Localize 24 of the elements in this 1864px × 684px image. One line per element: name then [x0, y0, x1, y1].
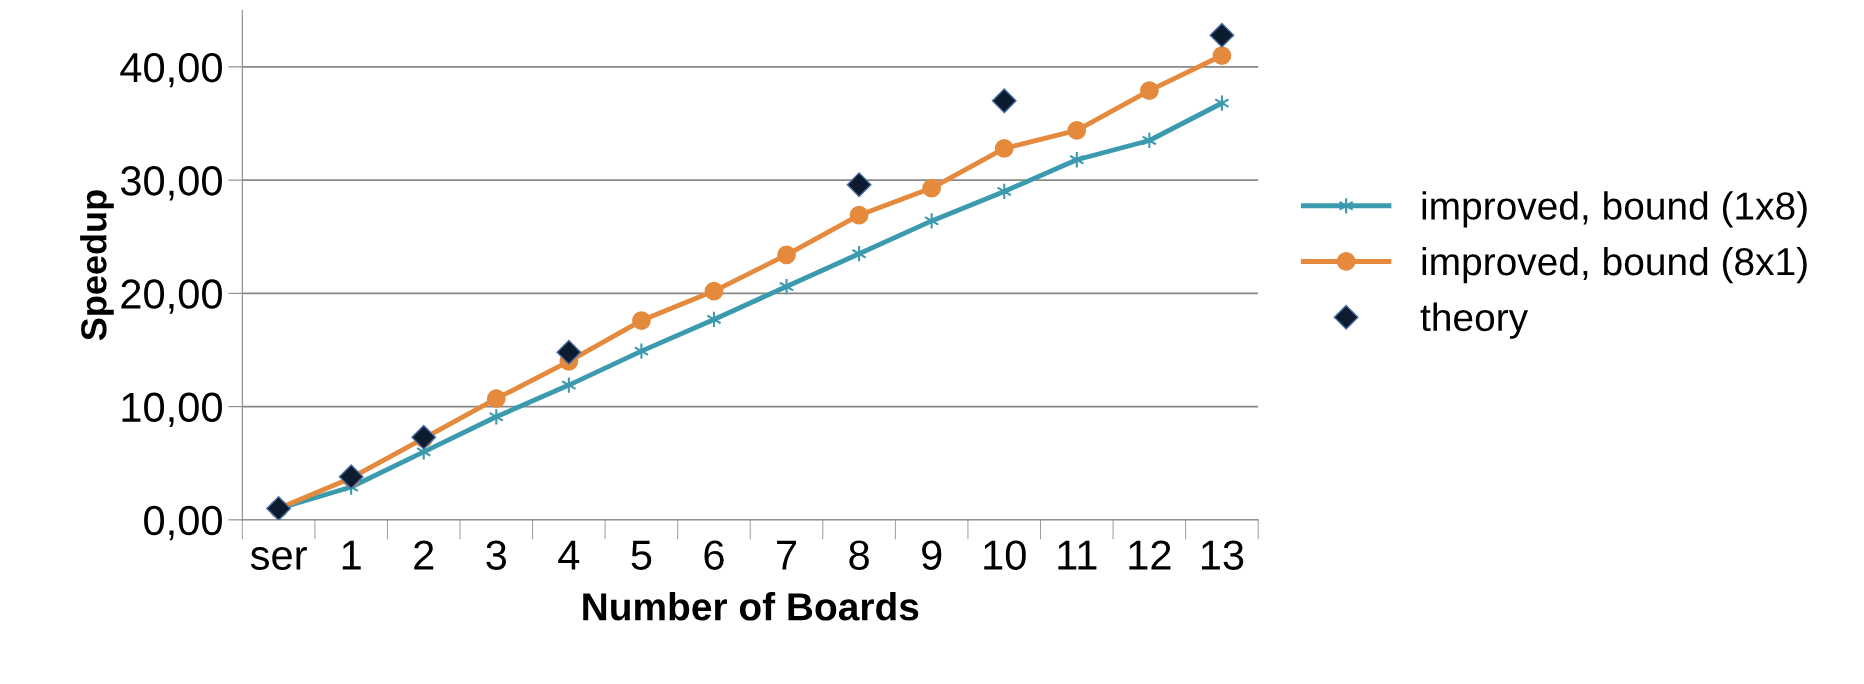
- x-tick-label: 8: [849, 540, 869, 570]
- x-tick-label: 3: [486, 540, 507, 570]
- y-tick-label: 0,00: [144, 505, 222, 541]
- x-tick-label: 9: [922, 540, 942, 570]
- x-tick-label: 12: [1129, 540, 1171, 570]
- x-axis-title: Number of Boards: [583, 592, 919, 621]
- x-tick-label: 11: [1058, 540, 1097, 570]
- y-tick-label: 30,00: [120, 166, 222, 201]
- y-axis-title: Speedup: [80, 190, 114, 341]
- x-tick-label: ser: [250, 547, 307, 570]
- y-tick-label: 40,00: [120, 52, 222, 88]
- legend-label: improved, bound (8x1): [1422, 246, 1807, 284]
- legend-label: theory: [1420, 302, 1529, 339]
- x-tick-label: 5: [631, 540, 652, 570]
- x-tick-label: 7: [777, 540, 797, 570]
- x-tick-label: 6: [704, 540, 724, 570]
- x-tick-label: 10: [984, 540, 1026, 570]
- legend-label: improved, bound (1x8): [1422, 191, 1807, 228]
- x-tick-label: 1: [342, 540, 361, 570]
- x-tick-label: 4: [558, 540, 580, 570]
- y-tick-label: 10,00: [122, 392, 222, 428]
- x-tick-label: 13: [1201, 540, 1244, 570]
- y-tick-label: 20,00: [121, 279, 222, 314]
- x-tick-label: 2: [414, 540, 434, 570]
